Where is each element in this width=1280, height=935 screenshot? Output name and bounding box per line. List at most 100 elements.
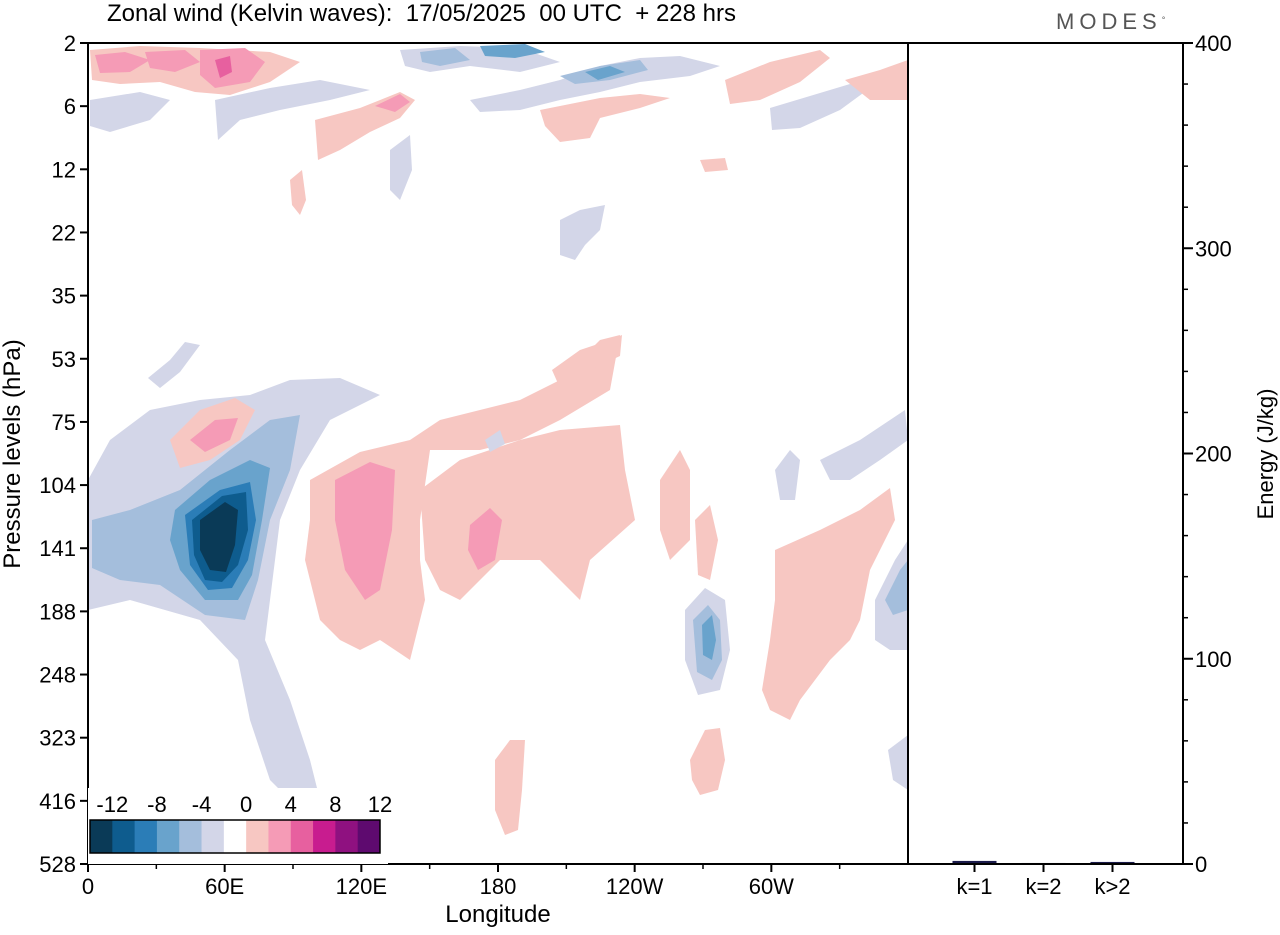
contour-pos-strat-3 [145, 50, 200, 72]
contour-pos-strat-5 [215, 56, 232, 78]
contour-pos-high-1 [552, 335, 622, 388]
legend-label: 4 [285, 792, 297, 817]
contour-pos-east-1 [305, 335, 620, 660]
legend-label: 8 [329, 792, 341, 817]
contour-pos-strat-7 [725, 50, 830, 104]
contour-neg-east-1 [775, 450, 800, 500]
legend-swatch [112, 820, 136, 853]
heatmap-field [88, 44, 908, 835]
energy-category-label: k>2 [1094, 874, 1130, 899]
legend-swatch [268, 820, 292, 853]
field-stratosphere-band [90, 44, 908, 260]
contour-pos-strat-12 [700, 158, 728, 172]
x-tick-label: 120W [606, 874, 664, 899]
contour-pos-east-4 [468, 508, 502, 570]
brand-logo: MODES° [1056, 9, 1165, 35]
y-tick-label: 12 [52, 157, 76, 182]
legend-swatch [90, 820, 113, 853]
legend-frame [89, 819, 381, 854]
contour-pos-east-3 [420, 425, 635, 600]
legend-swatches [89, 819, 381, 854]
contour-pos-strat-11 [290, 170, 306, 215]
y-tick-label: 188 [39, 599, 76, 624]
y-tick-label: 416 [39, 789, 76, 814]
legend-label: -4 [192, 792, 212, 817]
energy-category-ticks: k=1 k=2 k>2 [956, 864, 1131, 899]
y-tick-label: 104 [39, 473, 76, 498]
contour-pos-low-1 [495, 740, 525, 835]
x-tick-label: 60E [205, 874, 244, 899]
contour-pos-strat-6 [540, 94, 670, 142]
x-tick-label: 0 [82, 874, 94, 899]
contour-neg-east-4 [885, 560, 908, 615]
legend-swatch [335, 820, 359, 853]
energy-bar [952, 860, 997, 864]
contour-neg-strat-5 [480, 44, 545, 58]
legend-swatch [223, 820, 247, 853]
contour-pos-strat-8 [845, 60, 908, 100]
legend-label: -8 [147, 792, 167, 817]
legend-swatch [357, 820, 381, 853]
y-tick-label: 248 [39, 663, 76, 688]
x-tick-label: 120E [336, 874, 387, 899]
x-axis-ticks: 0 60E 120E 180 120W 60W [82, 864, 841, 899]
legend-swatch [201, 820, 225, 853]
colorbar-legend: -12 -8 -4 0 4 8 12 [88, 788, 392, 864]
energy-tick-label: 400 [1195, 31, 1232, 56]
energy-tick-label: 100 [1195, 647, 1232, 672]
contour-neg-strat-9 [770, 84, 870, 130]
x-tick-label: 60W [749, 874, 794, 899]
energy-bar [1090, 861, 1135, 864]
chart-title: Zonal wind (Kelvin waves): 17/05/2025 00… [107, 0, 736, 27]
x-axis-title: Longitude [445, 901, 550, 928]
contour-neg-east-5 [888, 735, 908, 790]
y-axis-ticks: 2 6 12 22 35 53 75 104 141 188 248 323 416 528 [39, 31, 88, 877]
contour-neg-strat-8 [585, 66, 625, 80]
brand-mark: ° [1161, 15, 1166, 25]
y-tick-label: 35 [52, 284, 76, 309]
energy-category-label: k=1 [956, 874, 992, 899]
contour-neg-core-5 [200, 502, 238, 572]
x-tick-label: 180 [480, 874, 517, 899]
contour-pos-strat-10 [375, 94, 410, 112]
legend-swatch [134, 820, 158, 853]
brand-name: MODES [1056, 9, 1162, 34]
contour-neg-high-2 [485, 430, 505, 452]
contour-neg-strat-2 [215, 80, 370, 140]
contour-neg-strat-10 [390, 135, 412, 200]
energy-axis-ticks: 0 100 200 300 400 [1183, 31, 1232, 877]
legend-swatch [156, 820, 180, 853]
energy-category-label: k=2 [1025, 874, 1061, 899]
field-troposphere [88, 335, 908, 835]
y-tick-label: 141 [39, 536, 76, 561]
contour-pos-strat-2 [95, 52, 150, 73]
contour-neg-east-2 [820, 410, 908, 480]
contour-neg-high-1 [148, 342, 200, 388]
legend-swatch [246, 820, 269, 853]
energy-tick-label: 300 [1195, 236, 1232, 261]
y-axis-title: Pressure levels (hPa) [0, 339, 26, 568]
energy-tick-label: 0 [1195, 852, 1207, 877]
energy-frame [907, 42, 1184, 865]
y-tick-label: 75 [52, 410, 76, 435]
contour-pos-east-2 [335, 462, 395, 600]
y-tick-label: 53 [52, 347, 76, 372]
contour-neg-mid-3 [702, 615, 716, 660]
y-tick-label: 323 [39, 726, 76, 751]
legend-label: 12 [368, 792, 392, 817]
legend-swatch [179, 820, 203, 853]
contour-pos-strat-4 [200, 48, 265, 88]
contour-pos-low-2 [690, 728, 725, 795]
legend-labels: -12 -8 -4 0 4 8 12 [96, 792, 392, 817]
legend-label: 0 [240, 792, 252, 817]
legend-swatch [290, 820, 314, 853]
contour-pos-mid-2 [695, 505, 718, 580]
contour-neg-strat-11 [560, 205, 605, 260]
contour-neg-strat-4 [420, 48, 470, 66]
energy-axis-title: Energy (J/kg) [1253, 389, 1278, 520]
energy-tick-label: 200 [1195, 442, 1232, 467]
contour-pos-mid [660, 450, 690, 560]
contour-pos-east-5 [762, 488, 895, 720]
